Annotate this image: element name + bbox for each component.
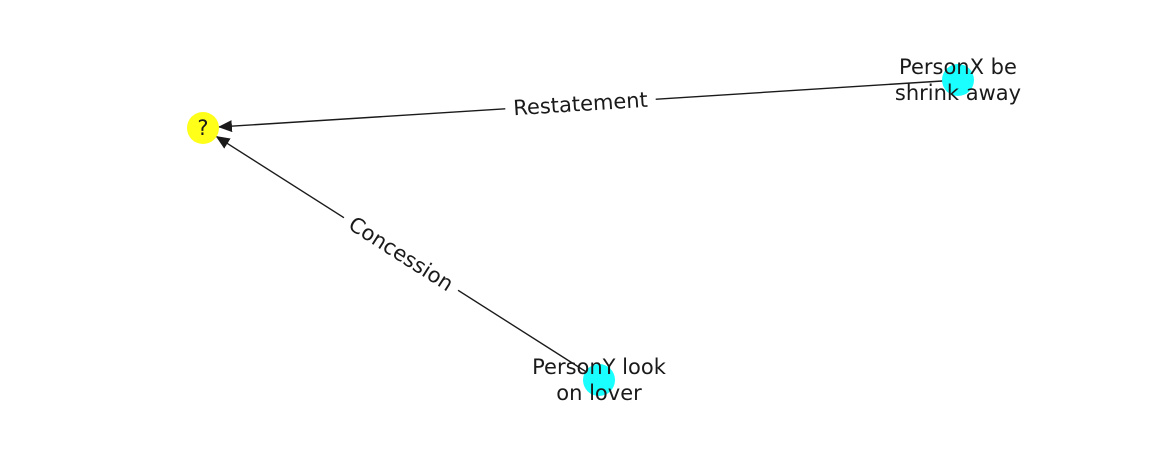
edge-label-restatement: Restatement: [513, 88, 649, 120]
edge-label-background: [504, 85, 657, 123]
edge-label-background: [336, 205, 466, 303]
node-label-lover: PersonY look on lover: [532, 355, 667, 405]
node-target: [187, 112, 219, 144]
node-label-line: shrink away: [895, 81, 1021, 105]
edge-label-concession: Concession: [344, 212, 457, 296]
node-shrink: [942, 64, 974, 96]
edge-labels-layer: Restatement Concession: [336, 85, 657, 303]
edges-layer: [215, 79, 959, 381]
node-label-shrink: PersonX be shrink away: [895, 55, 1021, 105]
node-label-line: PersonY look: [532, 355, 667, 379]
nodes-layer: [187, 64, 974, 396]
edge-label-group-restatement: Restatement: [504, 85, 657, 123]
node-label-target: ?: [197, 116, 208, 140]
node-lover: [583, 364, 615, 396]
node-label-line: ?: [197, 116, 208, 140]
edge-label-group-concession: Concession: [336, 205, 466, 303]
node-labels-layer: ? PersonX be shrink away PersonY look on lov…: [197, 55, 1021, 405]
node-label-line: on lover: [556, 381, 642, 405]
node-label-line: PersonX be: [899, 55, 1017, 79]
